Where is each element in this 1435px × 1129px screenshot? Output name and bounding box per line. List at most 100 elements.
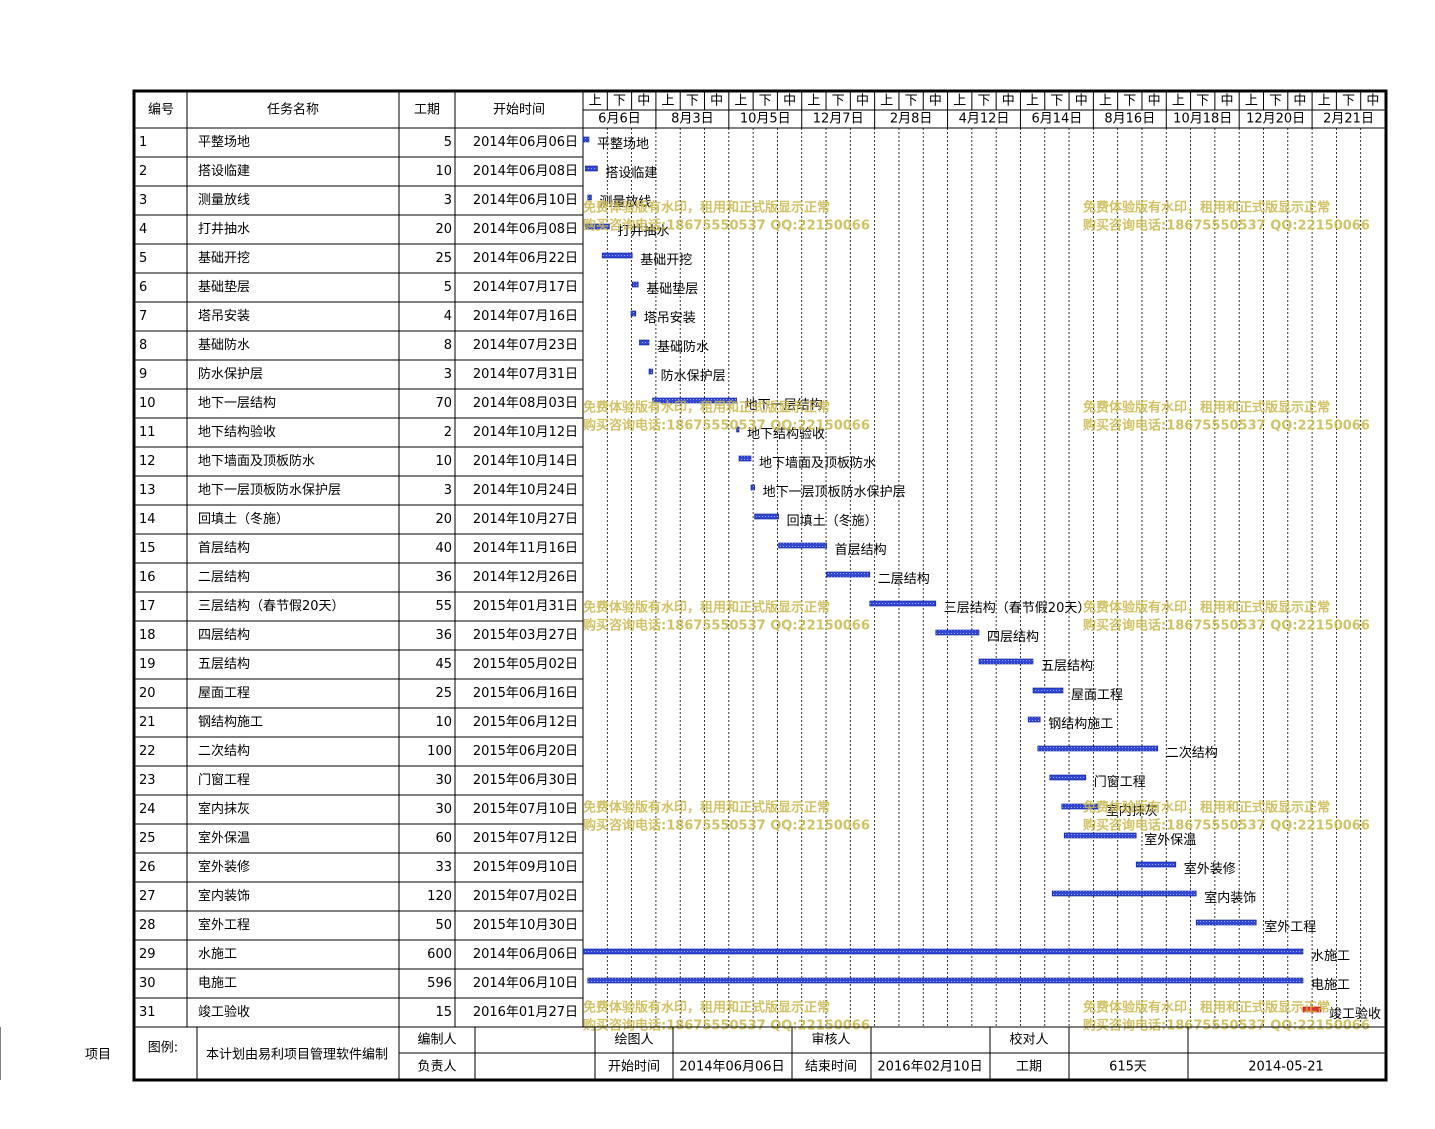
task-start: 2014年07月31日 xyxy=(473,367,578,382)
task-duration: 3 xyxy=(444,483,452,498)
task-duration: 40 xyxy=(435,541,452,556)
task-name: 室内抹灰 xyxy=(198,801,250,817)
footer-text: 结束时间 xyxy=(805,1060,857,1075)
task-duration: 15 xyxy=(435,1005,452,1020)
task-bar xyxy=(582,136,590,143)
task-duration: 60 xyxy=(435,831,452,846)
task-duration: 30 xyxy=(435,802,452,817)
task-duration: 5 xyxy=(444,135,452,150)
timeline-segment: 下 xyxy=(613,94,626,109)
task-id: 4 xyxy=(139,222,147,237)
task-id: 10 xyxy=(139,396,156,411)
task-start: 2015年09月10日 xyxy=(473,860,578,875)
watermark: 购买咨询电话:18675550537 QQ:22150066 xyxy=(583,618,870,634)
task-id: 13 xyxy=(139,483,156,498)
task-id: 31 xyxy=(139,1005,156,1020)
timeline-date: 12月20日 xyxy=(1246,112,1305,127)
bar-label: 三层结构（春节假20天） xyxy=(944,601,1091,616)
timeline-segment: 中 xyxy=(710,94,723,109)
timeline-segment: 中 xyxy=(1293,94,1306,109)
bar-label: 门窗工程 xyxy=(1094,774,1146,790)
task-id: 20 xyxy=(139,686,156,701)
timeline-date: 12月7日 xyxy=(813,112,864,127)
bar-label: 搭设临建 xyxy=(605,165,657,181)
footer-text: 审核人 xyxy=(811,1033,850,1048)
timeline-segment: 上 xyxy=(1099,94,1112,109)
timeline-segment: 下 xyxy=(905,94,918,109)
watermark: 购买咨询电话:18675550537 QQ:22150066 xyxy=(583,218,870,234)
bar-label: 室外装修 xyxy=(1184,861,1236,877)
footer-text: 负责人 xyxy=(417,1060,456,1075)
task-start: 2014年06月22日 xyxy=(473,251,578,266)
task-bar xyxy=(587,194,592,201)
task-start: 2014年06月10日 xyxy=(473,976,578,991)
task-bar xyxy=(1061,803,1099,810)
task-name: 屋面工程 xyxy=(198,686,250,701)
task-start: 2014年10月24日 xyxy=(473,483,578,498)
bar-label: 基础防水 xyxy=(657,339,709,355)
task-bar xyxy=(754,513,779,520)
timeline-segment: 中 xyxy=(1221,94,1234,109)
task-bar xyxy=(778,542,827,549)
bar-label: 钢结构施工 xyxy=(1048,717,1113,732)
watermark: 免费体验版有水印，租用和正式版显示正常 xyxy=(1083,600,1330,616)
task-start: 2014年10月27日 xyxy=(473,512,578,527)
task-name: 塔吊安装 xyxy=(198,309,250,324)
task-start: 2015年05月02日 xyxy=(473,657,578,672)
timeline-segment: 下 xyxy=(977,94,990,109)
task-start: 2015年06月20日 xyxy=(473,744,578,759)
task-duration: 2 xyxy=(444,425,452,440)
watermark: 免费体验版有水印，租用和正式版显示正常 xyxy=(583,200,830,216)
footer-text: 工期 xyxy=(1016,1060,1042,1075)
bar-label: 室外保温 xyxy=(1144,832,1196,848)
task-name: 地下一层顶板防水保护层 xyxy=(198,482,341,498)
task-name: 打井抽水 xyxy=(198,222,250,237)
timeline-segment: 上 xyxy=(734,94,747,109)
bar-label: 屋面工程 xyxy=(1071,688,1123,703)
task-start: 2015年10月30日 xyxy=(473,918,578,933)
watermark: 免费体验版有水印，租用和正式版显示正常 xyxy=(583,600,830,616)
task-bar xyxy=(1135,861,1177,868)
bar-label: 平整场地 xyxy=(597,137,649,152)
task-id: 2 xyxy=(139,164,147,179)
bar-label: 打井抽水 xyxy=(617,224,669,239)
task-duration: 20 xyxy=(435,512,452,527)
task-name: 二次结构 xyxy=(198,743,250,759)
task-name: 水施工 xyxy=(198,947,237,962)
bar-label: 地下结构验收 xyxy=(747,426,825,442)
task-name: 回填土（冬施） xyxy=(198,511,289,527)
task-name: 五层结构 xyxy=(198,657,250,672)
bar-label: 回填土（冬施） xyxy=(787,513,878,529)
watermark: 购买咨询电话:18675550537 QQ:22150066 xyxy=(1083,218,1370,234)
watermark: 免费体验版有水印，租用和正式版显示正常 xyxy=(583,800,830,816)
timeline-segment: 上 xyxy=(662,94,675,109)
task-bar xyxy=(648,368,653,375)
watermark: 购买咨询电话:18675550537 QQ:22150066 xyxy=(1083,1018,1370,1034)
bar-label: 塔吊安装 xyxy=(644,311,696,326)
timeline-segment: 中 xyxy=(1148,94,1161,109)
task-duration: 50 xyxy=(435,918,452,933)
footer-text: 开始时间 xyxy=(608,1060,660,1075)
task-start: 2014年07月17日 xyxy=(473,280,578,295)
task-name: 搭设临建 xyxy=(198,163,250,179)
column-header: 任务名称 xyxy=(267,102,319,118)
task-duration: 120 xyxy=(427,889,452,904)
task-duration: 36 xyxy=(435,570,452,585)
timeline-segment: 上 xyxy=(589,94,602,109)
bar-label: 二次结构 xyxy=(1166,745,1218,761)
task-name: 二层结构 xyxy=(198,570,250,585)
footer-text: 2014-05-21 xyxy=(1248,1060,1324,1075)
task-id: 17 xyxy=(139,599,156,614)
timeline-date: 6月14日 xyxy=(1031,112,1082,127)
watermark: 购买咨询电话:18675550537 QQ:22150066 xyxy=(583,1018,870,1034)
task-name: 电施工 xyxy=(198,976,237,991)
task-id: 19 xyxy=(139,657,156,672)
bar-label: 测量放线 xyxy=(599,195,651,210)
task-start: 2015年07月12日 xyxy=(473,831,578,846)
task-bar xyxy=(1051,890,1197,897)
task-name: 三层结构（春节假20天） xyxy=(198,599,345,614)
timeline-segment: 下 xyxy=(832,94,845,109)
task-id: 14 xyxy=(139,512,156,527)
footer-text: 绘图人 xyxy=(614,1033,653,1048)
task-name: 室外保温 xyxy=(198,830,250,846)
